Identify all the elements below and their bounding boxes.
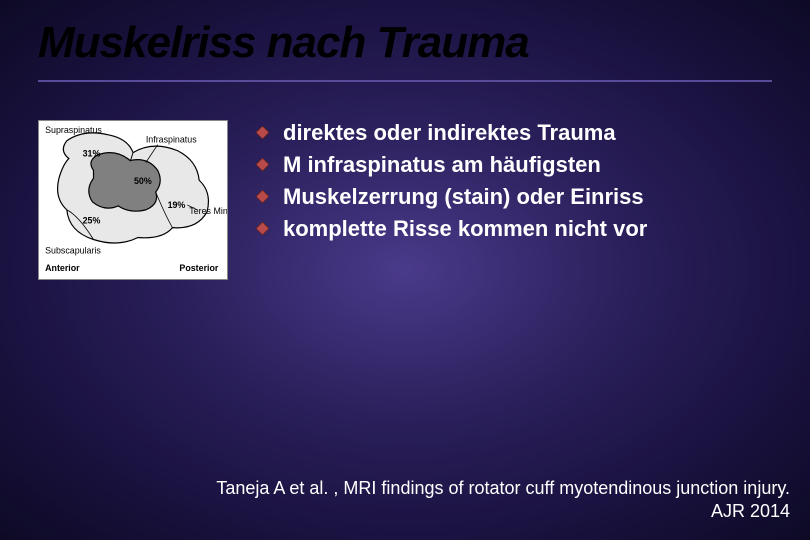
pct-subscapularis: 25% xyxy=(83,216,101,226)
label-anterior: Anterior xyxy=(45,263,80,273)
rotator-cuff-diagram: Supraspinatus Infraspinatus Teres Minor … xyxy=(38,120,228,280)
citation-line1: Taneja A et al. , MRI findings of rotato… xyxy=(216,478,790,498)
pct-infraspinatus: 50% xyxy=(134,176,152,186)
label-posterior: Posterior xyxy=(179,263,219,273)
bullet-icon xyxy=(256,222,269,235)
bullet-text: komplette Risse kommen nicht vor xyxy=(283,216,647,242)
list-item: Muskelzerrung (stain) oder Einriss xyxy=(256,184,772,210)
bullet-text: M infraspinatus am häufigsten xyxy=(283,152,601,178)
bullet-icon xyxy=(256,126,269,139)
label-supraspinatus: Supraspinatus xyxy=(45,125,102,135)
label-teres: Teres Minor xyxy=(189,206,227,216)
bullet-icon xyxy=(256,190,269,203)
label-subscapularis: Subscapularis xyxy=(45,245,101,255)
label-infraspinatus: Infraspinatus xyxy=(146,135,197,145)
bullet-list: direktes oder indirektes Trauma M infras… xyxy=(256,120,772,280)
bullet-text: Muskelzerrung (stain) oder Einriss xyxy=(283,184,644,210)
list-item: M infraspinatus am häufigsten xyxy=(256,152,772,178)
bullet-icon xyxy=(256,158,269,171)
pct-teres: 19% xyxy=(168,200,186,210)
list-item: komplette Risse kommen nicht vor xyxy=(256,216,772,242)
pct-supraspinatus: 31% xyxy=(83,149,101,159)
citation-line2: AJR 2014 xyxy=(711,501,790,521)
list-item: direktes oder indirektes Trauma xyxy=(256,120,772,146)
citation: Taneja A et al. , MRI findings of rotato… xyxy=(200,477,790,522)
slide-title: Muskelriss nach Trauma xyxy=(38,18,772,68)
bullet-text: direktes oder indirektes Trauma xyxy=(283,120,616,146)
